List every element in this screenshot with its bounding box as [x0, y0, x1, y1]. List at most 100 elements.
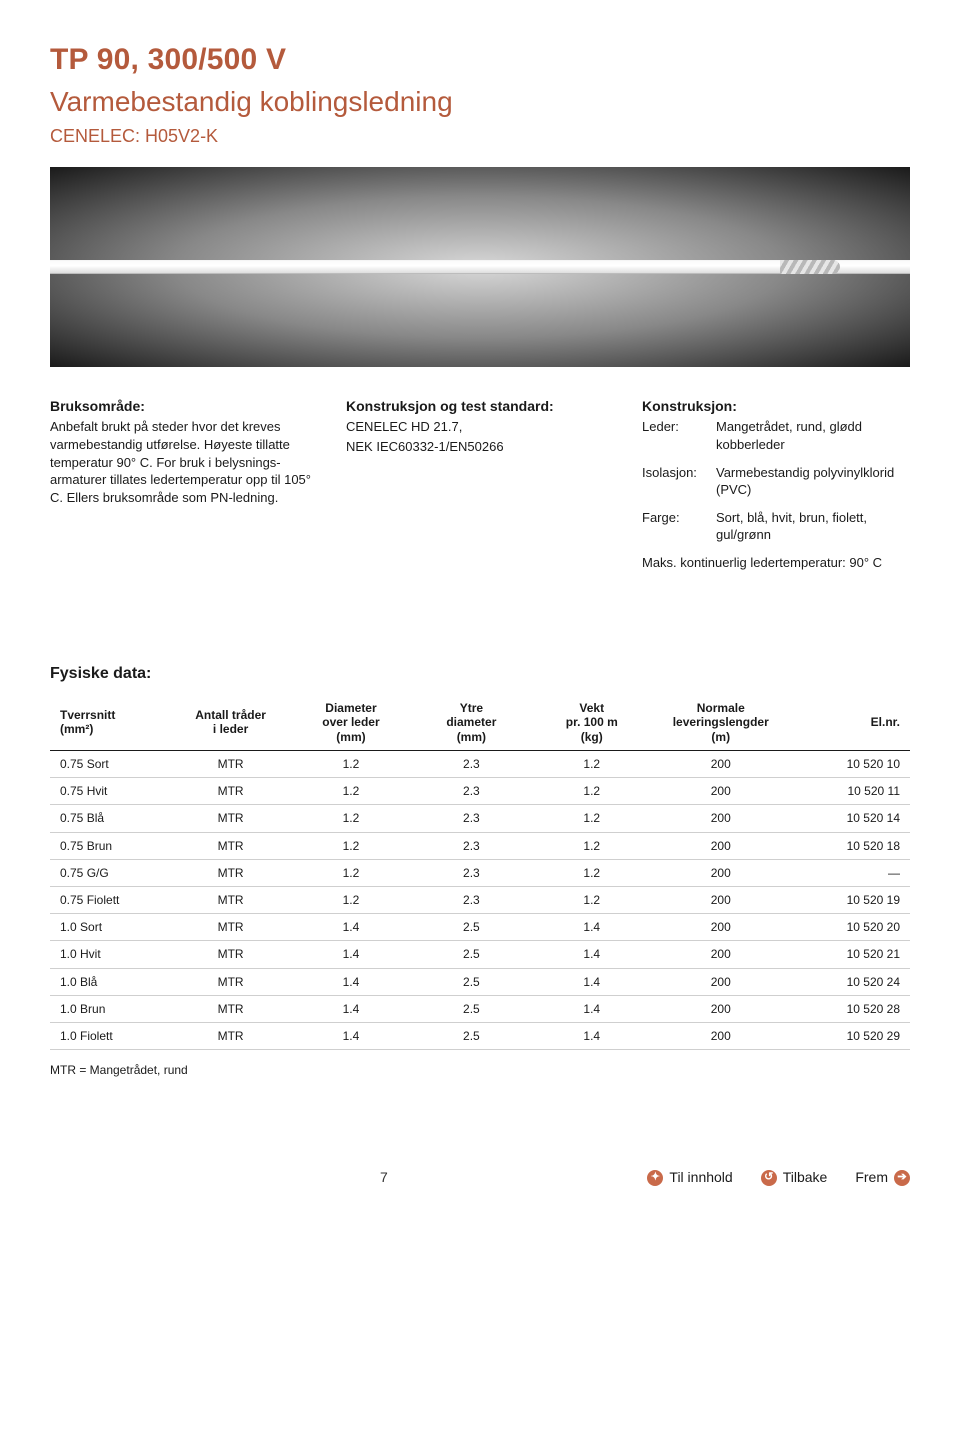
table-cell: 10 520 20	[790, 914, 910, 941]
table-cell: —	[790, 859, 910, 886]
table-cell: 0.75 Fiolett	[50, 887, 170, 914]
table-header-row: Tverrsnitt(mm²)Antall tråderi lederDiame…	[50, 695, 910, 751]
table-cell: 1.4	[291, 995, 411, 1022]
page-footer: 7 ✦ Til innhold ↺ Tilbake Frem ➔	[50, 1168, 910, 1187]
table-cell: 1.4	[532, 995, 652, 1022]
table-cell: 10 520 14	[790, 805, 910, 832]
table-row: 1.0 BrunMTR1.42.51.420010 520 28	[50, 995, 910, 1022]
table-cell: 200	[652, 1022, 790, 1049]
construction-key: Isolasjon:	[642, 464, 716, 499]
forward-icon: ➔	[894, 1170, 910, 1186]
table-row: 0.75 HvitMTR1.22.31.220010 520 11	[50, 778, 910, 805]
toc-link[interactable]: ✦ Til innhold	[647, 1168, 732, 1187]
table-cell: 200	[652, 941, 790, 968]
standard-column: Konstruksjon og test standard: CENELEC H…	[346, 397, 614, 574]
table-header-cell: Vektpr. 100 m(kg)	[532, 695, 652, 751]
table-cell: 10 520 24	[790, 968, 910, 995]
standard-line2: NEK IEC60332-1/EN50266	[346, 438, 614, 456]
table-cell: 200	[652, 751, 790, 778]
table-cell: 2.3	[411, 778, 531, 805]
product-image	[50, 167, 910, 367]
construction-value: Mangetrådet, rund, glødd kobberleder	[716, 418, 910, 453]
table-cell: 200	[652, 832, 790, 859]
table-row: 0.75 FiolettMTR1.22.31.220010 520 19	[50, 887, 910, 914]
table-cell: 1.2	[532, 751, 652, 778]
construction-key: Leder:	[642, 418, 716, 453]
table-cell: 0.75 Sort	[50, 751, 170, 778]
table-cell: 10 520 10	[790, 751, 910, 778]
info-columns: Bruksområde: Anbefalt brukt på steder hv…	[50, 397, 910, 574]
table-cell: 200	[652, 805, 790, 832]
toc-icon: ✦	[647, 1170, 663, 1186]
table-row: 0.75 G/GMTR1.22.31.2200—	[50, 859, 910, 886]
table-cell: 1.2	[291, 805, 411, 832]
page-title: TP 90, 300/500 V	[50, 40, 910, 81]
table-cell: 2.3	[411, 832, 531, 859]
table-cell: 1.2	[532, 832, 652, 859]
table-cell: 10 520 18	[790, 832, 910, 859]
table-cell: MTR	[170, 805, 290, 832]
table-cell: 0.75 Blå	[50, 805, 170, 832]
table-row: 1.0 FiolettMTR1.42.51.420010 520 29	[50, 1022, 910, 1049]
table-cell: 2.5	[411, 914, 531, 941]
data-table: Tverrsnitt(mm²)Antall tråderi lederDiame…	[50, 695, 910, 1050]
table-cell: 1.2	[532, 887, 652, 914]
construction-heading: Konstruksjon:	[642, 397, 910, 416]
max-temp-text: Maks. kontinuerlig ledertemperatur: 90° …	[642, 554, 910, 572]
table-cell: MTR	[170, 751, 290, 778]
table-cell: 0.75 Brun	[50, 832, 170, 859]
construction-key: Farge:	[642, 509, 716, 544]
table-cell: 1.0 Hvit	[50, 941, 170, 968]
table-cell: 1.2	[291, 887, 411, 914]
table-cell: 2.3	[411, 887, 531, 914]
table-cell: 1.4	[532, 1022, 652, 1049]
table-header-cell: El.nr.	[790, 695, 910, 751]
table-header-cell: Tverrsnitt(mm²)	[50, 695, 170, 751]
table-cell: MTR	[170, 832, 290, 859]
table-header-cell: Normaleleveringslengder(m)	[652, 695, 790, 751]
table-row: 1.0 HvitMTR1.42.51.420010 520 21	[50, 941, 910, 968]
table-row: 0.75 BlåMTR1.22.31.220010 520 14	[50, 805, 910, 832]
table-cell: 200	[652, 914, 790, 941]
table-cell: 1.2	[532, 805, 652, 832]
table-header-cell: Antall tråderi leder	[170, 695, 290, 751]
table-cell: 1.2	[291, 751, 411, 778]
page-subtitle: Varmebestandig koblingsledning	[50, 83, 910, 121]
table-cell: 1.2	[532, 778, 652, 805]
table-cell: MTR	[170, 914, 290, 941]
table-cell: 0.75 G/G	[50, 859, 170, 886]
back-link-label: Tilbake	[783, 1168, 828, 1187]
usage-heading: Bruksområde:	[50, 397, 318, 416]
usage-column: Bruksområde: Anbefalt brukt på steder hv…	[50, 397, 318, 574]
standard-heading: Konstruksjon og test standard:	[346, 397, 614, 416]
table-cell: MTR	[170, 778, 290, 805]
table-row: 1.0 BlåMTR1.42.51.420010 520 24	[50, 968, 910, 995]
construction-column: Konstruksjon: Leder:Mangetrådet, rund, g…	[642, 397, 910, 574]
table-title: Fysiske data:	[50, 663, 910, 685]
table-cell: 1.4	[532, 941, 652, 968]
table-cell: 200	[652, 887, 790, 914]
table-cell: 10 520 28	[790, 995, 910, 1022]
table-cell: MTR	[170, 859, 290, 886]
table-cell: 200	[652, 778, 790, 805]
table-cell: 2.5	[411, 995, 531, 1022]
table-cell: 1.0 Brun	[50, 995, 170, 1022]
back-link[interactable]: ↺ Tilbake	[761, 1168, 828, 1187]
table-cell: 1.2	[532, 859, 652, 886]
table-row: 0.75 SortMTR1.22.31.220010 520 10	[50, 751, 910, 778]
table-cell: 2.5	[411, 1022, 531, 1049]
forward-link[interactable]: Frem ➔	[855, 1168, 910, 1187]
construction-value: Sort, blå, hvit, brun, fiolett, gul/grøn…	[716, 509, 910, 544]
table-body: 0.75 SortMTR1.22.31.220010 520 100.75 Hv…	[50, 751, 910, 1050]
table-row: 1.0 SortMTR1.42.51.420010 520 20	[50, 914, 910, 941]
table-header-cell: Diameterover leder(mm)	[291, 695, 411, 751]
table-cell: 1.4	[532, 968, 652, 995]
table-cell: MTR	[170, 995, 290, 1022]
table-cell: 2.3	[411, 859, 531, 886]
table-cell: 2.5	[411, 941, 531, 968]
construction-value: Varmebestandig polyvinylklorid (PVC)	[716, 464, 910, 499]
table-cell: 1.2	[291, 859, 411, 886]
cable-tip-illustration	[780, 260, 840, 274]
table-cell: 200	[652, 995, 790, 1022]
page-number: 7	[380, 1168, 388, 1187]
